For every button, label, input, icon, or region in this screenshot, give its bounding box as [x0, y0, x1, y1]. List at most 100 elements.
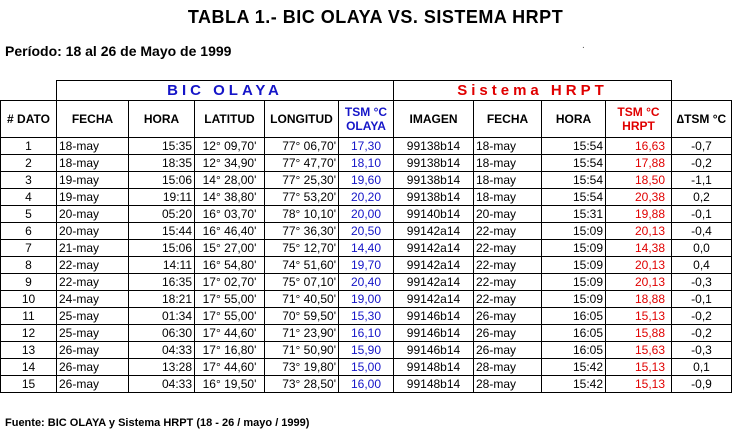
cell-fecha: 21-may [56, 239, 129, 257]
period-label: Período: 18 al 26 de Mayo de 1999 [5, 43, 232, 59]
data-table: BIC OLAYA Sistema HRPT # DATO FECHA HORA… [0, 80, 732, 393]
cell-imagen: 99142a14 [393, 239, 474, 257]
cell-imagen: 99148b14 [393, 375, 474, 393]
header-fecha-hrpt: FECHA [473, 100, 542, 138]
cell-latitud: 17° 55,00' [194, 290, 265, 308]
cell-dato: 6 [0, 222, 57, 240]
cell-tsm-olaya: 20,40 [338, 273, 394, 291]
cell-dato: 2 [0, 154, 57, 172]
cell-tsm-olaya: 16,10 [338, 324, 394, 342]
cell-fecha-hrpt: 22-may [473, 273, 542, 291]
header-dato: # DATO [0, 100, 57, 138]
cell-tsm-olaya: 20,00 [338, 205, 394, 223]
cell-longitud: 77° 47,70' [264, 154, 339, 172]
cell-fecha: 25-may [56, 324, 129, 342]
cell-delta-tsm: 0,4 [671, 256, 732, 274]
cell-fecha-hrpt: 26-may [473, 307, 542, 325]
cell-hora: 18:21 [128, 290, 195, 308]
cell-longitud: 75° 07,10' [264, 273, 339, 291]
cell-hora: 01:34 [128, 307, 195, 325]
cell-latitud: 17° 44,60' [194, 324, 265, 342]
cell-latitud: 12° 09,70' [194, 137, 265, 155]
source-note: Fuente: BIC OLAYA y Sistema HRPT (18 - 2… [5, 417, 310, 429]
cell-fecha: 24-may [56, 290, 129, 308]
cell-hora: 04:33 [128, 341, 195, 359]
cell-hora-hrpt: 15:54 [541, 171, 606, 189]
cell-imagen: 99138b14 [393, 137, 474, 155]
cell-dato: 1 [0, 137, 57, 155]
table-row: 4 19-may 19:11 14° 38,80' 77° 53,20' 20,20 991… [0, 188, 732, 206]
cell-dato: 5 [0, 205, 57, 223]
cell-dato: 15 [0, 375, 57, 393]
cell-tsm-hrpt: 20,13 [605, 273, 672, 291]
cell-latitud: 17° 16,80' [194, 341, 265, 359]
cell-tsm-olaya: 15,90 [338, 341, 394, 359]
cell-longitud: 70° 59,50' [264, 307, 339, 325]
cell-hora-hrpt: 15:42 [541, 358, 606, 376]
cell-fecha: 26-may [56, 375, 129, 393]
cell-fecha: 19-may [56, 188, 129, 206]
table-row: 2 18-may 18:35 12° 34,90' 77° 47,70' 18,10 991… [0, 154, 732, 172]
cell-hora-hrpt: 15:54 [541, 154, 606, 172]
cell-hora: 13:28 [128, 358, 195, 376]
cell-imagen: 99148b14 [393, 358, 474, 376]
table-row: 12 25-may 06:30 17° 44,60' 71° 23,90' 16,10 99… [0, 324, 732, 342]
cell-latitud: 17° 44,60' [194, 358, 265, 376]
cell-hora-hrpt: 15:31 [541, 205, 606, 223]
cell-delta-tsm: -0,1 [671, 290, 732, 308]
cell-fecha-hrpt: 28-may [473, 375, 542, 393]
cell-tsm-hrpt: 18,50 [605, 171, 672, 189]
cell-longitud: 73° 28,50' [264, 375, 339, 393]
cell-tsm-hrpt: 20,13 [605, 222, 672, 240]
cell-delta-tsm: -1,1 [671, 171, 732, 189]
cell-longitud: 71° 40,50' [264, 290, 339, 308]
cell-delta-tsm: -0,2 [671, 307, 732, 325]
cell-hora-hrpt: 15:09 [541, 222, 606, 240]
cell-longitud: 77° 06,70' [264, 137, 339, 155]
cell-longitud: 71° 23,90' [264, 324, 339, 342]
cell-imagen: 99142a14 [393, 222, 474, 240]
cell-imagen: 99142a14 [393, 273, 474, 291]
cell-tsm-olaya: 20,50 [338, 222, 394, 240]
cell-hora: 16:35 [128, 273, 195, 291]
cell-tsm-olaya: 19,00 [338, 290, 394, 308]
cell-fecha-hrpt: 18-may [473, 137, 542, 155]
cell-longitud: 71° 50,90' [264, 341, 339, 359]
header-delta-tsm: ∆TSM °C [671, 100, 732, 138]
cell-longitud: 78° 10,10' [264, 205, 339, 223]
cell-tsm-hrpt: 15,13 [605, 307, 672, 325]
cell-imagen: 99146b14 [393, 324, 474, 342]
cell-hora: 14:11 [128, 256, 195, 274]
cell-imagen: 99142a14 [393, 256, 474, 274]
cell-latitud: 16° 54,80' [194, 256, 265, 274]
cell-tsm-hrpt: 15,63 [605, 341, 672, 359]
cell-fecha: 22-may [56, 273, 129, 291]
cell-dato: 8 [0, 256, 57, 274]
cell-dato: 14 [0, 358, 57, 376]
table-row: 9 22-may 16:35 17° 02,70' 75° 07,10' 20,40 991… [0, 273, 732, 291]
cell-tsm-hrpt: 20,38 [605, 188, 672, 206]
cell-delta-tsm: 0,0 [671, 239, 732, 257]
cell-dato: 3 [0, 171, 57, 189]
header-latitud: LATITUD [194, 100, 265, 138]
cell-tsm-hrpt: 15,13 [605, 375, 672, 393]
cell-hora-hrpt: 15:54 [541, 137, 606, 155]
cell-hora: 15:06 [128, 239, 195, 257]
table-row: 6 20-may 15:44 16° 46,40' 77° 36,30' 20,50 991… [0, 222, 732, 240]
cell-hora: 06:30 [128, 324, 195, 342]
cell-hora: 15:44 [128, 222, 195, 240]
cell-imagen: 99138b14 [393, 154, 474, 172]
cell-fecha: 20-may [56, 222, 129, 240]
cell-delta-tsm: 0,2 [671, 188, 732, 206]
cell-tsm-hrpt: 17,88 [605, 154, 672, 172]
cell-fecha-hrpt: 22-may [473, 239, 542, 257]
cell-fecha-hrpt: 22-may [473, 290, 542, 308]
cell-tsm-hrpt: 18,88 [605, 290, 672, 308]
cell-latitud: 17° 02,70' [194, 273, 265, 291]
cell-tsm-hrpt: 20,13 [605, 256, 672, 274]
table-row: 5 20-may 05:20 16° 03,70' 78° 10,10' 20,00 991… [0, 205, 732, 223]
cell-latitud: 16° 46,40' [194, 222, 265, 240]
cell-hora: 05:20 [128, 205, 195, 223]
cell-hora-hrpt: 15:42 [541, 375, 606, 393]
header-tsm-olaya: TSM °C OLAYA [338, 100, 394, 138]
